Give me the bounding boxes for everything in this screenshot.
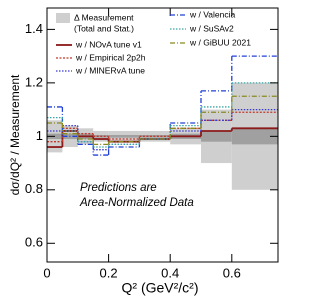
- frame: [46, 7, 279, 263]
- legend-label: w / MINERvA tune: [75, 65, 145, 75]
- y-tick-label: 1.4: [25, 21, 43, 36]
- x-tick-label: 0: [43, 265, 50, 280]
- stat-error-band: [201, 130, 232, 142]
- annotation: Predictions are: [80, 182, 157, 194]
- legend-label: Δ Measurement: [74, 12, 134, 22]
- legend-label: w / Empirical 2p2h: [75, 52, 146, 62]
- y-tick-label: 0.6: [25, 235, 43, 250]
- legend-label: w / SuSAv2: [189, 23, 234, 33]
- x-axis-label: Q² (GeV²/c²): [122, 280, 199, 296]
- stat-error-band: [108, 135, 140, 138]
- annotation: Area-Normalized Data: [79, 197, 194, 209]
- y-axis-label: dσ/dQ² / Measurement: [8, 74, 22, 195]
- legend-swatch: [56, 13, 70, 23]
- legend-label: w / GiBUU 2021: [189, 37, 251, 47]
- legend-label: w / NOvA tune v1: [75, 39, 142, 49]
- legend-label: w / Valencia: [189, 9, 235, 19]
- y-tick-label: 1.2: [25, 74, 43, 89]
- x-tick-label: 0.6: [223, 265, 241, 280]
- x-tick-label: 0.2: [100, 265, 118, 280]
- y-tick-label: 1: [36, 128, 43, 143]
- plot-area: [47, 55, 278, 190]
- y-tick-label: 0.8: [25, 181, 43, 196]
- x-tick-label: 0.4: [161, 265, 179, 280]
- stat-error-band: [231, 128, 278, 145]
- chart: Q² (GeV²/c²) dσ/dQ² / Measurement Predic…: [8, 7, 279, 296]
- legend-label: (Total and Stat.): [74, 23, 134, 33]
